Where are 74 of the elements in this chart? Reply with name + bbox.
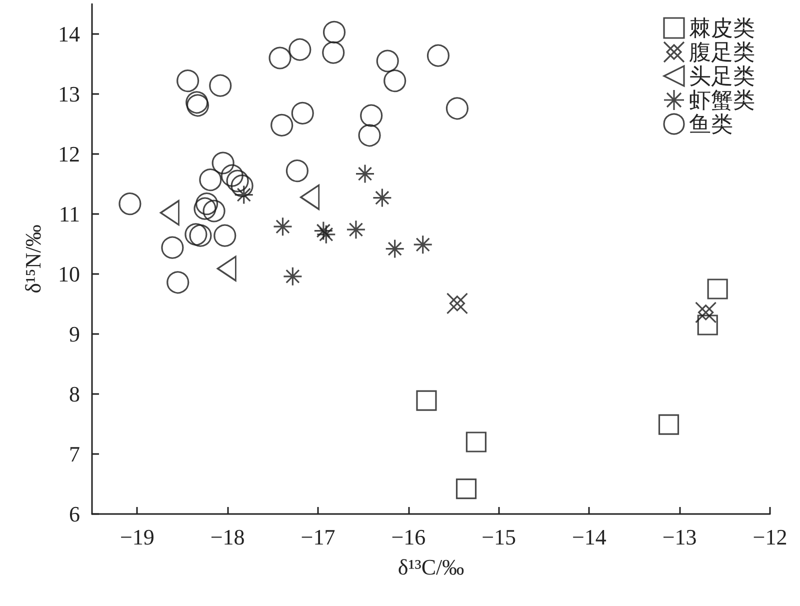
point — [322, 20, 346, 44]
point — [456, 478, 477, 500]
point — [360, 104, 383, 127]
point — [202, 200, 226, 222]
x-tick-label: −12 — [752, 524, 788, 550]
point — [282, 266, 302, 286]
x-axis-title: δ¹³C/‰ — [398, 554, 464, 580]
x-tick-label: −16 — [391, 524, 426, 550]
point — [160, 200, 180, 226]
y-tick-label: 6 — [69, 502, 80, 526]
point — [384, 70, 406, 92]
legend-label: 棘皮类 — [689, 16, 755, 40]
point — [166, 271, 190, 294]
y-tick-label: 11 — [58, 202, 80, 226]
point — [358, 124, 381, 147]
point — [416, 390, 437, 411]
point — [161, 236, 184, 259]
point — [322, 41, 345, 64]
point — [300, 184, 320, 210]
point — [286, 160, 309, 182]
x-tick-label: −19 — [120, 524, 154, 550]
point — [413, 234, 433, 254]
x-tick-label: −17 — [300, 524, 336, 550]
point — [355, 164, 375, 184]
x-tick-label: −15 — [482, 524, 516, 550]
point — [446, 292, 468, 314]
point — [316, 224, 336, 244]
point — [209, 74, 232, 97]
point — [466, 432, 486, 452]
point — [372, 188, 392, 208]
point — [196, 192, 218, 216]
y-tick-label: 10 — [58, 262, 80, 286]
point — [446, 97, 469, 120]
point — [220, 164, 244, 187]
point — [385, 239, 405, 259]
point — [194, 197, 216, 220]
point — [658, 414, 680, 435]
point — [346, 220, 366, 240]
legend-label: 腹足类 — [689, 40, 755, 64]
legend-label: 头足类 — [689, 64, 755, 88]
point — [216, 256, 236, 282]
y-tick-label: 13 — [58, 82, 80, 106]
point — [695, 302, 717, 324]
point — [212, 152, 234, 174]
y-tick-label: 7 — [69, 442, 80, 466]
point — [214, 224, 236, 247]
y-tick-label: 9 — [69, 322, 80, 346]
y-tick-label: 14 — [58, 22, 80, 46]
point — [118, 192, 142, 216]
point — [270, 114, 294, 136]
point — [234, 185, 254, 205]
point — [226, 170, 249, 192]
y-axis-title: δ¹⁵N/‰ — [20, 224, 46, 294]
point — [199, 168, 222, 192]
point — [288, 38, 312, 61]
legend-label: 虾蟹类 — [689, 88, 755, 112]
point — [268, 46, 292, 70]
x-tick-label: −18 — [210, 524, 245, 550]
point — [291, 102, 314, 124]
point — [272, 216, 293, 236]
y-tick-label: 12 — [58, 142, 80, 166]
point — [707, 278, 728, 300]
point — [314, 221, 334, 241]
y-tick-label: 8 — [69, 382, 80, 406]
x-tick-label: −14 — [572, 524, 606, 550]
point — [230, 174, 254, 198]
point — [189, 224, 212, 247]
point — [697, 314, 718, 336]
point — [184, 223, 208, 246]
point — [426, 44, 450, 67]
x-tick-label: −13 — [662, 524, 697, 550]
point — [376, 50, 399, 72]
point — [176, 70, 200, 92]
legend-label: 鱼类 — [689, 112, 733, 136]
